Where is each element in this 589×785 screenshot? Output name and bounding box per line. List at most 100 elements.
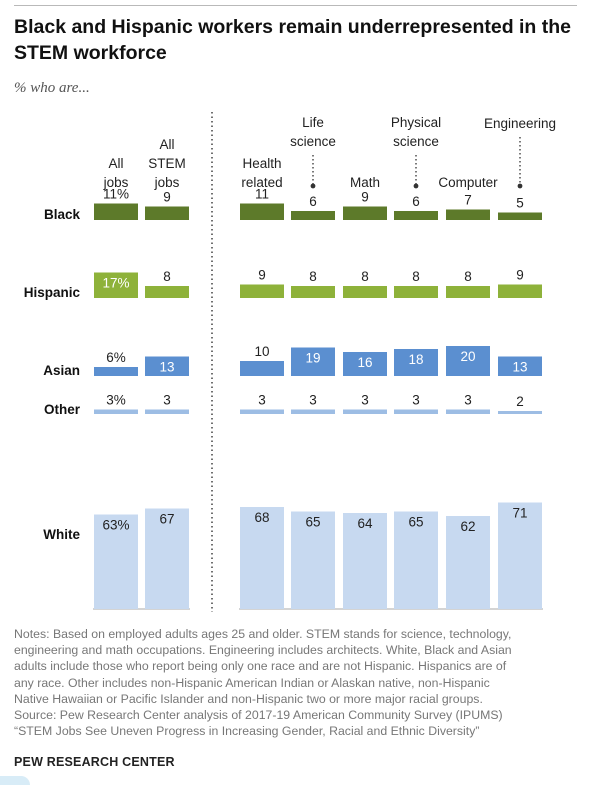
bar-black-0	[94, 203, 138, 220]
row-label-asian: Asian	[43, 363, 80, 378]
category-label-jobs: jobs	[154, 175, 180, 190]
chart-subtitle: % who are...	[14, 80, 90, 96]
value-label-black-2: 11	[255, 187, 269, 202]
bar-white-5	[394, 511, 438, 609]
value-label-white-7: 71	[512, 506, 527, 521]
value-label-hispanic-2: 9	[258, 268, 266, 283]
bar-black-2	[240, 203, 284, 220]
value-label-black-6: 7	[464, 193, 472, 208]
bar-black-3	[291, 211, 335, 220]
bar-other-4	[343, 409, 387, 414]
category-label-physical: Physical	[391, 115, 441, 130]
value-label-black-7: 5	[516, 196, 524, 211]
value-label-other-7: 2	[516, 394, 524, 409]
bar-white-6	[446, 516, 490, 609]
bar-other-7	[498, 411, 542, 414]
value-label-black-0: 11%	[103, 187, 129, 202]
value-label-white-3: 65	[305, 515, 320, 530]
bar-other-5	[394, 409, 438, 414]
category-leader-dot	[413, 183, 419, 189]
value-label-asian-4: 16	[357, 355, 372, 370]
bar-hispanic-0	[94, 272, 138, 298]
category-label-all: All	[108, 156, 123, 171]
bar-black-1	[145, 206, 189, 220]
note-line: any race. Other includes non-Hispanic Am…	[14, 675, 490, 690]
note-line: Notes: Based on employed adults ages 25 …	[14, 627, 512, 641]
row-label-black: Black	[44, 207, 81, 222]
category-label-jobs: jobs	[103, 175, 129, 190]
value-label-other-3: 3	[309, 393, 317, 408]
category-label-life: Life	[302, 115, 324, 130]
chart-title: Black and Hispanic workers remain underr…	[14, 16, 572, 64]
category-label-science: science	[393, 134, 439, 149]
value-label-black-3: 6	[309, 194, 317, 209]
bar-asian-1	[145, 356, 189, 376]
bar-asian-2	[240, 361, 284, 376]
value-label-asian-5: 18	[408, 352, 423, 367]
pew-research-center-logo: PEW RESEARCH CENTER	[14, 755, 175, 769]
category-label-engineering: Engineering	[484, 116, 556, 131]
value-label-black-5: 6	[412, 194, 420, 209]
value-label-hispanic-5: 8	[412, 269, 420, 284]
bar-black-4	[343, 206, 387, 220]
category-label-all: All	[159, 137, 174, 152]
bar-white-4	[343, 513, 387, 609]
bar-other-0	[94, 409, 138, 414]
source-line: Source: Pew Research Center analysis of …	[14, 708, 503, 723]
bar-asian-0	[94, 367, 138, 376]
value-label-other-2: 3	[258, 393, 266, 408]
category-leader-dot	[517, 183, 523, 189]
bar-other-6	[446, 409, 490, 414]
category-label-health: Health	[242, 156, 281, 171]
value-label-hispanic-1: 8	[163, 269, 171, 284]
bar-hispanic-5	[394, 286, 438, 298]
value-label-black-4: 9	[361, 190, 369, 205]
value-label-hispanic-7: 9	[516, 268, 524, 283]
value-label-white-5: 65	[408, 515, 423, 530]
value-label-hispanic-6: 8	[464, 269, 472, 284]
bar-black-6	[446, 209, 490, 220]
bar-asian-7	[498, 356, 542, 376]
stem-race-bar-chart: All jobs All STEM jobs Health related Life scien…	[24, 112, 556, 612]
row-label-white: White	[43, 527, 80, 542]
bar-black-7	[498, 212, 542, 220]
bar-other-3	[291, 409, 335, 414]
value-label-other-4: 3	[361, 393, 369, 408]
value-label-other-1: 3	[163, 393, 171, 408]
value-label-asian-2: 10	[254, 344, 269, 359]
bar-asian-4	[343, 352, 387, 376]
corner-decoration	[0, 776, 30, 785]
bar-hispanic-3	[291, 286, 335, 298]
value-label-asian-7: 13	[512, 360, 527, 375]
bar-asian-6	[446, 346, 490, 376]
value-label-black-1: 9	[163, 190, 171, 205]
value-label-other-0: 3%	[106, 393, 126, 408]
bar-asian-5	[394, 349, 438, 376]
value-label-asian-3: 19	[305, 351, 320, 366]
bar-white-0	[94, 514, 138, 609]
category-label-stem: STEM	[148, 156, 186, 171]
category-label-computer: Computer	[438, 175, 498, 190]
top-rule	[14, 5, 577, 6]
category-label-related: related	[241, 175, 282, 190]
source-line: “STEM Jobs See Uneven Progress in Increa…	[14, 724, 480, 739]
chart-notes: Notes: Based on employed adults ages 25 …	[14, 626, 576, 739]
row-label-hispanic: Hispanic	[24, 285, 81, 300]
bar-hispanic-6	[446, 286, 490, 298]
bar-hispanic-4	[343, 286, 387, 298]
bar-white-7	[498, 502, 542, 609]
bar-hispanic-7	[498, 284, 542, 298]
value-label-white-1: 67	[159, 512, 174, 527]
bar-hispanic-1	[145, 286, 189, 298]
bar-black-5	[394, 211, 438, 220]
bar-white-1	[145, 508, 189, 609]
bar-hispanic-2	[240, 284, 284, 298]
value-label-white-6: 62	[460, 519, 475, 534]
bar-other-1	[145, 409, 189, 414]
value-label-hispanic-0: 17%	[102, 276, 129, 291]
value-label-asian-6: 20	[460, 349, 475, 364]
value-label-hispanic-4: 8	[361, 269, 369, 284]
value-label-asian-0: 6%	[106, 350, 126, 365]
row-label-other: Other	[44, 402, 81, 417]
value-label-other-6: 3	[464, 393, 472, 408]
